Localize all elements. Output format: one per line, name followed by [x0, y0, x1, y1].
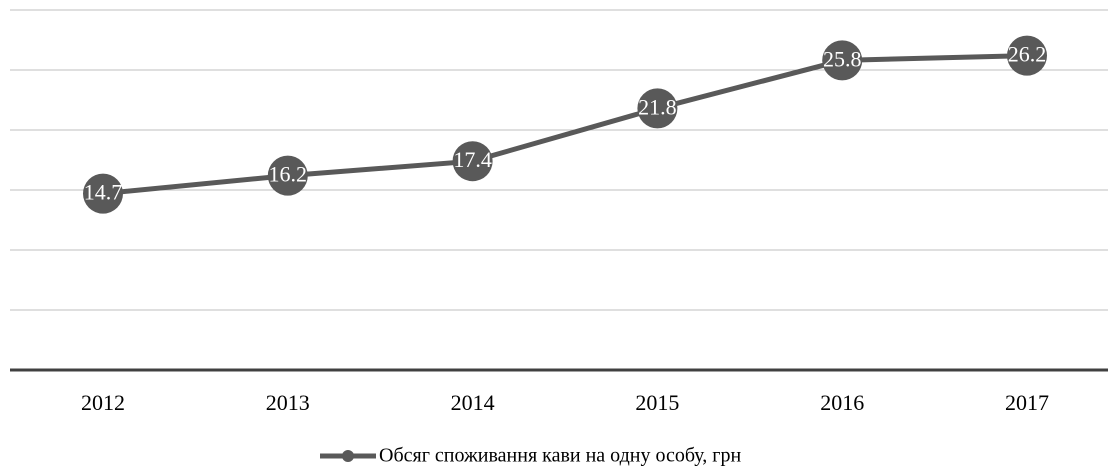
data-label: 16.2: [269, 162, 308, 187]
line: [102, 53, 1028, 197]
data-label: 14.7: [84, 180, 123, 205]
marker: [637, 88, 678, 129]
marker: [267, 155, 308, 196]
x-tick-label: 2016: [820, 390, 864, 415]
x-tick-label: 2017: [1005, 390, 1049, 415]
marker: [83, 173, 123, 214]
marker: [452, 141, 493, 182]
x-tick-label: 2014: [451, 390, 495, 415]
data-label: 17.4: [453, 147, 492, 172]
legend-marker: [342, 450, 354, 462]
marker: [1007, 35, 1047, 76]
legend-label: Обсяг споживання кави на одну особу, грн: [379, 445, 741, 467]
marker: [822, 40, 863, 81]
x-tick-label: 2015: [635, 390, 679, 415]
data-label: 25.8: [823, 46, 862, 71]
x-tick-label: 2013: [266, 390, 310, 415]
x-tick-label: 2012: [81, 390, 125, 415]
data-label: 21.8: [638, 94, 677, 119]
data-label: 26.2: [1008, 42, 1047, 67]
